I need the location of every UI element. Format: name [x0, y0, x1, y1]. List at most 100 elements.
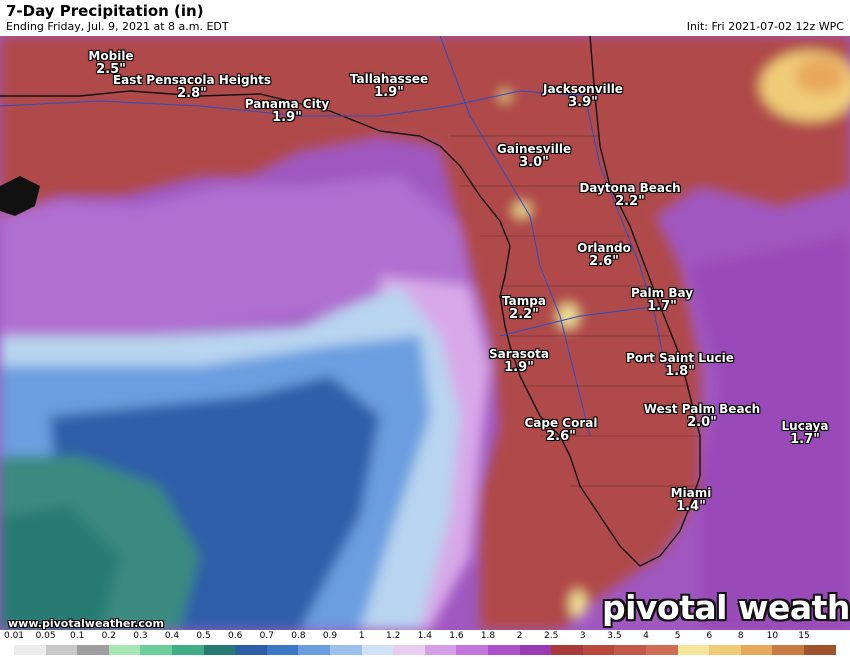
- legend-swatch: [709, 645, 742, 655]
- legend-label: 15: [798, 631, 810, 641]
- legend-swatch: [203, 645, 236, 655]
- legend-swatch: [677, 645, 710, 655]
- city-name: Jacksonville: [543, 82, 623, 96]
- city-amount: 2.6": [589, 253, 619, 269]
- precipitation-map: [0, 36, 850, 630]
- city-label-lucaya: Lucaya 1.7": [782, 420, 829, 446]
- city-label-gainesville: Gainesville 3.0": [497, 143, 571, 169]
- city-amount: 2.2": [509, 306, 539, 322]
- legend-label: 1.6: [449, 631, 464, 641]
- legend-swatch: [740, 645, 773, 655]
- city-label-panama-city: Panama City 1.9": [245, 98, 329, 124]
- legend-swatch: [361, 645, 394, 655]
- legend-swatch: [804, 645, 837, 655]
- coast-island: [0, 176, 40, 216]
- city-label-east-pensacola-heights: East Pensacola Heights 2.8": [113, 74, 271, 100]
- city-label-west-palm-beach: West Palm Beach 2.0": [644, 403, 760, 429]
- city-label-jacksonville: Jacksonville 3.9": [543, 83, 623, 109]
- county-lines: [450, 135, 700, 487]
- legend-label: 1.8: [480, 631, 496, 641]
- city-name: West Palm Beach: [643, 402, 761, 416]
- legend-label: 2.5: [544, 631, 559, 641]
- legend-swatch: [614, 645, 647, 655]
- legend-swatch: [45, 645, 78, 655]
- city-name: East Pensacola Heights: [112, 73, 272, 87]
- legend-swatch: [582, 645, 615, 655]
- city-name: Orlando: [577, 241, 631, 255]
- legend-label: 0.6: [228, 631, 243, 641]
- city-amount: 1.7": [647, 298, 677, 314]
- city-label-palm-bay: Palm Bay 1.7": [631, 287, 693, 313]
- city-amount: 1.9": [374, 84, 404, 100]
- legend-label: 8: [737, 631, 744, 641]
- color-legend: 0.01 0.05 0.1 0.2 0.3 0.4 0.5 0.6 0.7 0.8 0.9 1 1.2 1…: [0, 630, 850, 657]
- legend-swatch: [772, 645, 805, 655]
- city-amount: 1.4": [676, 498, 706, 514]
- legend-label: 0.7: [259, 631, 274, 641]
- city-amount: 3.0": [519, 154, 549, 170]
- legend-label: 4: [643, 631, 649, 641]
- city-label-orlando: Orlando 2.6": [577, 242, 631, 268]
- legend-label: 0.9: [322, 631, 338, 641]
- precip-field: [0, 36, 850, 630]
- coastline: [0, 36, 701, 567]
- legend-swatch: [456, 645, 489, 655]
- city-name: Miami: [670, 486, 712, 500]
- legend-label: 0.4: [164, 631, 180, 641]
- city-label-port-saint-lucie: Port Saint Lucie 1.8": [626, 352, 734, 378]
- map-canvas: [0, 36, 850, 630]
- city-amount: 2.0": [687, 414, 717, 430]
- city-label-mobile: Mobile 2.5": [88, 50, 133, 76]
- legend-label: 10: [766, 631, 779, 641]
- legend-label: 0.5: [196, 631, 211, 641]
- legend-label: 3.5: [607, 631, 622, 641]
- legend-swatch: [646, 645, 679, 655]
- city-name: Daytona Beach: [579, 181, 681, 195]
- city-name: Tampa: [502, 294, 546, 308]
- city-label-miami: Miami 1.4": [671, 487, 712, 513]
- legend-label: 1.4: [417, 631, 432, 641]
- legend-swatch: [393, 645, 426, 655]
- city-name: Panama City: [244, 97, 330, 111]
- legend-swatch: [424, 645, 457, 655]
- legend-swatch: [77, 645, 110, 655]
- legend-swatch: [172, 645, 205, 655]
- city-name: Sarasota: [489, 347, 549, 361]
- legend-swatch: [108, 645, 141, 655]
- city-amount: 1.7": [790, 431, 820, 447]
- legend-label: 3: [579, 631, 586, 641]
- legend-label: 0.8: [291, 631, 306, 641]
- legend-swatch: [519, 645, 552, 655]
- legend-label: 0.01: [3, 631, 25, 641]
- city-name: Tallahassee: [349, 72, 429, 86]
- legend-label: 2: [516, 631, 523, 641]
- city-name: Lucaya: [781, 419, 829, 433]
- city-label-sarasota: Sarasota 1.9": [489, 348, 549, 374]
- legend-label: 0.3: [133, 631, 148, 641]
- legend-swatch: [551, 645, 584, 655]
- pivotal-weather-logo: pivotal weather: [602, 588, 850, 627]
- city-name: Port Saint Lucie: [626, 351, 734, 365]
- city-amount: 2.8": [177, 85, 207, 101]
- legend-label: 0.05: [35, 631, 56, 641]
- map-init-time: Init: Fri 2021-07-02 12z WPC: [686, 20, 844, 33]
- source-url: www.pivotalweather.com: [8, 617, 164, 630]
- city-amount: 2.5": [96, 61, 126, 77]
- header: 7-Day Precipitation (in) Ending Friday, …: [0, 0, 850, 36]
- city-amount: 1.9": [272, 109, 302, 125]
- city-amount: 3.9": [568, 94, 598, 110]
- map-title: 7-Day Precipitation (in): [6, 2, 204, 20]
- city-name: Mobile: [88, 49, 134, 63]
- city-name: Palm Bay: [630, 286, 694, 300]
- map-valid-time: Ending Friday, Jul. 9, 2021 at 8 a.m. ED…: [6, 20, 229, 33]
- legend-label: 1: [358, 631, 365, 641]
- legend-swatch: [266, 645, 299, 655]
- legend-swatch: [330, 645, 363, 655]
- city-label-daytona-beach: Daytona Beach 2.2": [579, 182, 680, 208]
- legend-label: 6: [706, 631, 713, 641]
- city-label-tampa: Tampa 2.2": [502, 295, 546, 321]
- city-name: Cape Coral: [524, 416, 598, 430]
- city-amount: 1.9": [504, 359, 534, 375]
- legend-swatch: [298, 645, 331, 655]
